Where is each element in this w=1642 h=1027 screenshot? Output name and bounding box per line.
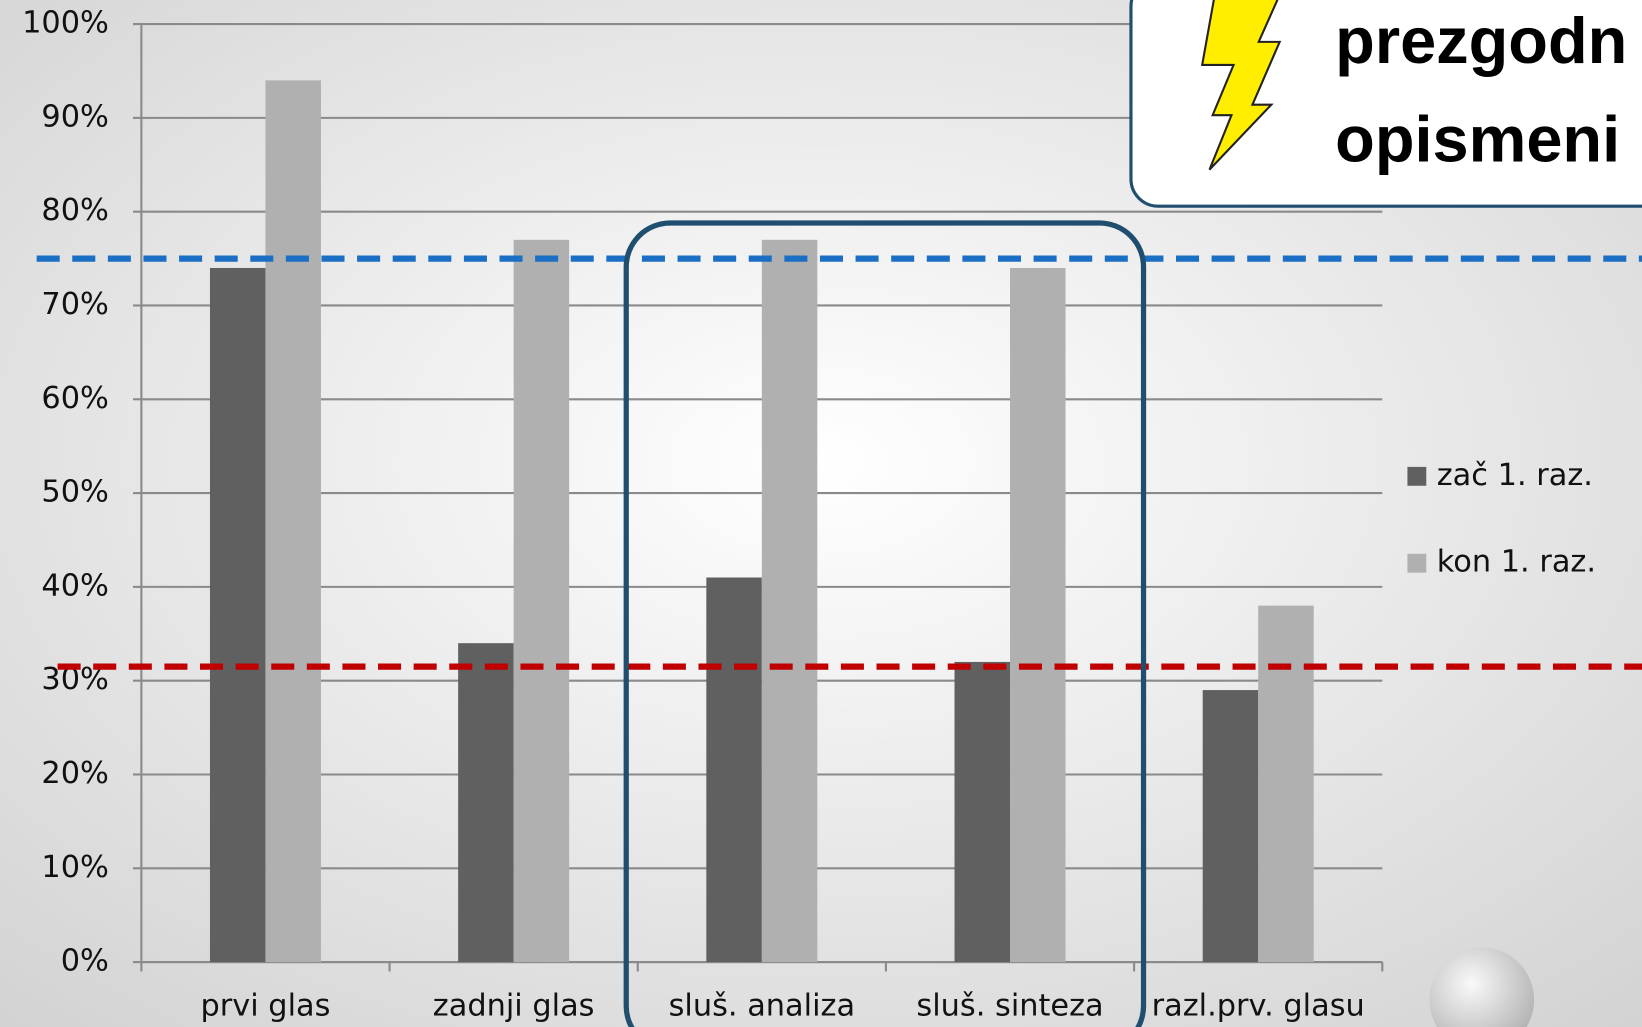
bar [513, 239, 570, 963]
legend-swatch [1407, 553, 1427, 573]
bar [1010, 267, 1066, 963]
decor-bubble [1429, 947, 1535, 1027]
bar [954, 661, 1011, 963]
y-tick-label: 40% [41, 568, 108, 603]
highlight-frame [623, 220, 1147, 1027]
y-tick-label: 80% [41, 193, 108, 228]
bar [1258, 605, 1314, 963]
y-tick-label: 0% [61, 944, 109, 979]
legend-label: zač 1. raz. [1437, 458, 1593, 493]
bar [706, 577, 762, 963]
legend-label: kon 1. raz. [1437, 545, 1596, 580]
bar [761, 239, 818, 963]
y-tick-label: 50% [41, 475, 108, 510]
y-tick-label: 100% [22, 6, 109, 41]
x-tick-label: prvi glas [200, 989, 330, 1024]
x-tick-label: sluš. analiza [669, 989, 856, 1024]
y-tick-label: 20% [41, 756, 108, 791]
bar [1202, 690, 1259, 963]
annotation-line: opismeni [1335, 103, 1620, 176]
y-tick-label: 90% [41, 99, 108, 134]
y-tick-label: 10% [41, 850, 108, 885]
bar [209, 267, 266, 963]
annotation-line: prezgodn [1335, 4, 1627, 77]
legend-swatch [1407, 466, 1427, 486]
y-tick-label: 70% [41, 287, 108, 322]
lightning-icon [1200, 0, 1282, 171]
bar [458, 643, 514, 963]
y-tick-label: 60% [41, 381, 108, 416]
x-tick-label: zadnji glas [433, 989, 595, 1024]
x-tick-label: razl.prv. glasu [1152, 989, 1365, 1024]
x-tick-label: sluš. sinteza [916, 989, 1103, 1024]
plot: 0%10%20%30%40%50%60%70%80%90%100%prvi gl… [22, 6, 1642, 1024]
bar [265, 80, 321, 963]
